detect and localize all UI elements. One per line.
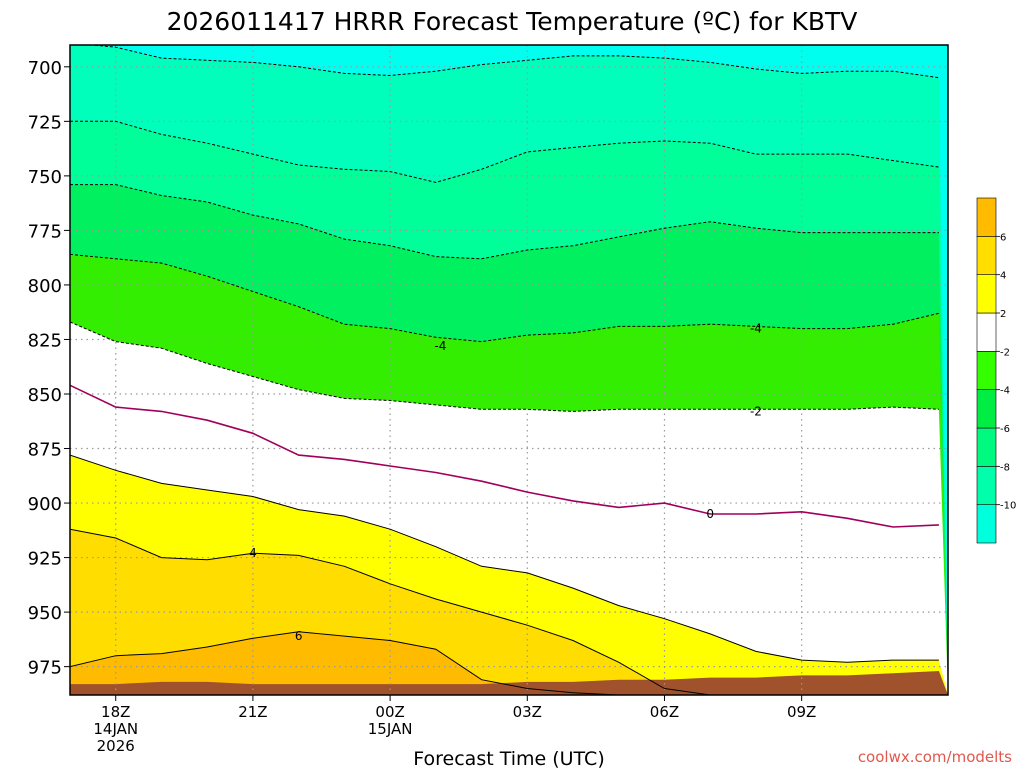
contour-label: 0 <box>706 507 714 521</box>
y-tick-label: 875 <box>28 440 62 461</box>
colorbar-band <box>976 197 997 237</box>
x-axis-label: Forecast Time (UTC) <box>413 748 604 768</box>
x-tick-label: 18Z <box>101 703 130 721</box>
contour-label: 6 <box>295 629 303 643</box>
colorbar: -10 -8 -6 -4 -2 2 4 6 <box>976 197 1016 544</box>
contour-label: -4 <box>434 339 446 353</box>
contour-label: -2 <box>750 404 762 418</box>
terrain-fill <box>70 671 948 695</box>
y-tick-label: 850 <box>28 385 62 406</box>
y-axis: 700 725 750 775 800 825 850 875 900 925 950 975 <box>28 58 70 679</box>
colorbar-band <box>976 427 997 467</box>
contour-line-2 <box>70 454 939 663</box>
x-tick-label: 21Z <box>238 703 267 721</box>
colorbar-band <box>976 274 997 314</box>
colorbar-label: -8 <box>1000 462 1010 473</box>
colorbar-band <box>976 312 997 352</box>
x-tick-label: 15JAN <box>368 720 413 738</box>
y-tick-label: 975 <box>28 658 62 679</box>
colorbar-label: 4 <box>1000 271 1006 282</box>
colorbar-band <box>976 351 997 390</box>
y-tick-label: 750 <box>28 167 62 188</box>
contour-line-minus8 <box>70 184 939 260</box>
colorbar-label: -4 <box>1000 386 1010 397</box>
x-tick-label: 03Z <box>513 703 542 721</box>
band-fill-6 <box>70 631 948 695</box>
colorbar-label: 2 <box>1000 309 1006 320</box>
colorbar-label: 6 <box>1000 232 1006 243</box>
y-tick-label: 700 <box>28 58 62 79</box>
colorbar-label: -10 <box>1000 501 1016 512</box>
x-tick-label: 09Z <box>787 703 816 721</box>
grid <box>70 45 948 695</box>
contour-label: 4 <box>249 546 257 560</box>
y-tick-label: 725 <box>28 112 62 133</box>
y-tick-label: 925 <box>28 549 62 570</box>
colorbar-label: -6 <box>1000 424 1010 435</box>
colorbar-band <box>976 504 997 544</box>
contour-line-minus12 <box>87 45 939 79</box>
contour-line-6 <box>70 631 939 695</box>
x-tick-label: 14JAN <box>93 720 138 738</box>
colorbar-band <box>976 389 997 429</box>
plot-area: -4 -4 -2 0 4 6 <box>69 44 949 696</box>
contour-line-minus4 <box>70 321 939 412</box>
y-tick-label: 950 <box>28 603 62 624</box>
plot-frame <box>69 44 949 696</box>
colorbar-band <box>976 466 997 505</box>
chart-title: 2026011417 HRRR Forecast Temperature (ºC… <box>167 7 858 36</box>
y-tick-label: 800 <box>28 276 62 297</box>
colorbar-band <box>976 236 997 275</box>
contour-line-4 <box>70 528 939 695</box>
contour-line-minus10 <box>70 120 939 183</box>
y-tick-label: 900 <box>28 494 62 515</box>
x-tick-label: 00Z <box>375 703 404 721</box>
colorbar-label: -2 <box>1000 347 1010 358</box>
x-tick-label: 06Z <box>650 703 679 721</box>
y-tick-label: 825 <box>28 330 62 351</box>
credit-text: coolwx.com/modelts <box>858 748 1012 766</box>
contour-line-minus6 <box>70 253 940 343</box>
contour-label: -4 <box>750 322 762 336</box>
contour-line-0 <box>70 384 939 528</box>
x-tick-label: 2026 <box>97 737 135 755</box>
y-tick-label: 775 <box>28 221 62 242</box>
